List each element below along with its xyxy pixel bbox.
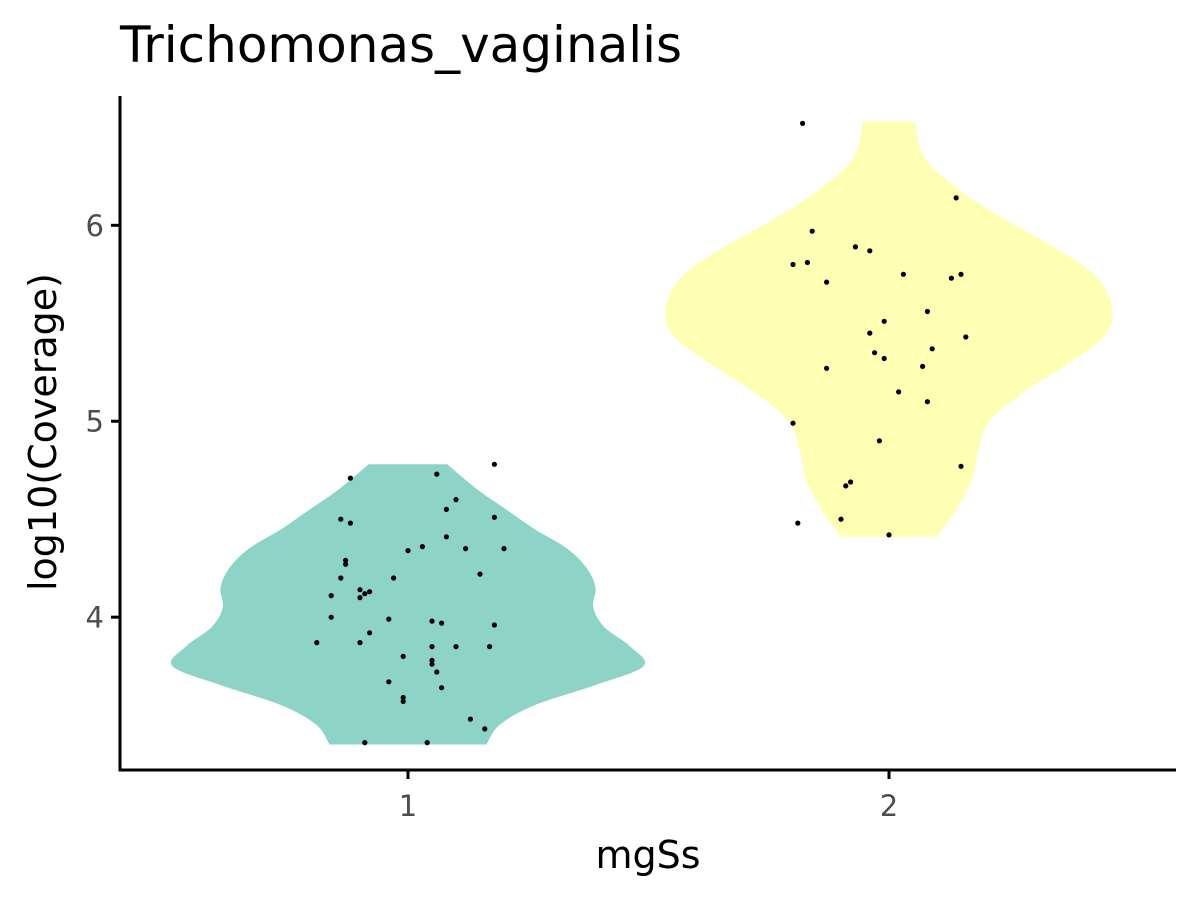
data-point-1-27: [491, 622, 497, 628]
data-point-1-2: [491, 461, 497, 467]
data-point-1-19: [362, 591, 368, 597]
points-layer: [314, 120, 969, 746]
data-point-1-25: [429, 618, 435, 624]
data-point-2-17: [881, 355, 887, 362]
data-point-2-16: [872, 350, 878, 356]
data-point-1-3: [453, 497, 459, 503]
data-point-1-5: [338, 516, 344, 522]
data-point-2-4: [867, 248, 873, 254]
violins-layer: [170, 121, 1113, 745]
data-point-1-39: [439, 685, 445, 691]
data-point-1-15: [477, 571, 483, 577]
data-point-1-12: [405, 548, 411, 554]
data-point-1-33: [487, 644, 493, 650]
data-point-1-42: [467, 716, 473, 722]
data-point-1-20: [367, 589, 373, 595]
data-point-1-44: [362, 740, 368, 746]
data-point-2-18: [920, 363, 926, 369]
data-point-2-29: [886, 532, 892, 538]
data-point-2-19: [824, 365, 830, 371]
data-point-1-0: [347, 475, 353, 481]
data-point-1-17: [338, 575, 344, 581]
data-point-1-13: [343, 557, 349, 564]
violin-2: [665, 121, 1113, 537]
data-point-2-5: [790, 261, 796, 268]
data-point-1-22: [357, 595, 363, 601]
data-point-1-32: [453, 644, 459, 650]
data-point-2-27: [838, 516, 844, 522]
chart-title: Trichomonas_vaginalis: [119, 16, 682, 74]
y-axis-title: log10(Coverage): [21, 273, 65, 591]
x-tick-label: 2: [880, 789, 898, 823]
data-point-2-23: [876, 438, 883, 444]
data-point-1-9: [463, 546, 469, 552]
data-point-2-2: [809, 228, 815, 234]
x-axis-title: mgSs: [595, 833, 700, 877]
y-tick-label: 6: [86, 209, 104, 243]
data-point-1-11: [419, 544, 425, 550]
data-point-2-21: [924, 399, 931, 405]
y-axis-ticks: 4 5 6: [86, 209, 120, 635]
data-point-1-1: [434, 471, 440, 477]
data-point-1-28: [367, 630, 373, 636]
data-point-1-38: [386, 679, 392, 685]
data-point-2-10: [948, 275, 955, 281]
data-point-1-7: [491, 514, 497, 520]
data-point-2-14: [867, 330, 873, 336]
data-point-1-43: [482, 726, 488, 732]
data-point-2-9: [958, 271, 964, 277]
data-point-1-41: [400, 698, 406, 705]
data-point-1-10: [501, 546, 507, 552]
x-tick-label: 1: [399, 789, 417, 823]
data-point-1-40: [400, 694, 406, 701]
data-point-1-29: [314, 640, 320, 646]
data-point-2-0: [800, 120, 806, 126]
data-point-2-28: [795, 520, 801, 526]
data-point-2-24: [958, 463, 964, 469]
data-point-2-7: [824, 279, 830, 285]
data-point-1-6: [347, 520, 353, 526]
data-point-1-26: [439, 620, 445, 626]
data-point-2-3: [852, 244, 859, 250]
data-point-1-35: [429, 657, 435, 663]
data-point-1-21: [328, 593, 334, 599]
data-point-2-12: [881, 318, 887, 324]
data-point-1-14: [343, 561, 349, 567]
data-point-2-1: [953, 195, 959, 201]
data-point-1-4: [443, 506, 449, 512]
y-tick-label: 4: [86, 601, 104, 635]
data-point-2-22: [790, 420, 796, 426]
data-point-1-45: [424, 740, 430, 746]
data-point-1-16: [391, 575, 397, 581]
data-point-1-36: [429, 661, 435, 667]
data-point-2-20: [896, 389, 902, 395]
data-point-2-6: [804, 259, 811, 266]
data-point-2-15: [929, 346, 935, 352]
y-tick-label: 5: [86, 405, 104, 439]
data-point-2-26: [843, 483, 849, 489]
data-point-2-25: [848, 479, 854, 485]
data-point-1-30: [357, 640, 363, 646]
data-point-2-13: [963, 334, 969, 340]
data-point-1-8: [443, 534, 449, 540]
data-point-1-18: [357, 587, 363, 593]
data-point-1-37: [434, 669, 440, 675]
violin-1: [170, 464, 646, 745]
data-point-2-11: [924, 308, 931, 315]
data-point-1-23: [386, 616, 392, 622]
data-point-2-8: [900, 271, 907, 277]
data-point-1-31: [429, 644, 435, 650]
data-point-1-24: [328, 614, 334, 620]
data-point-1-34: [400, 653, 406, 660]
